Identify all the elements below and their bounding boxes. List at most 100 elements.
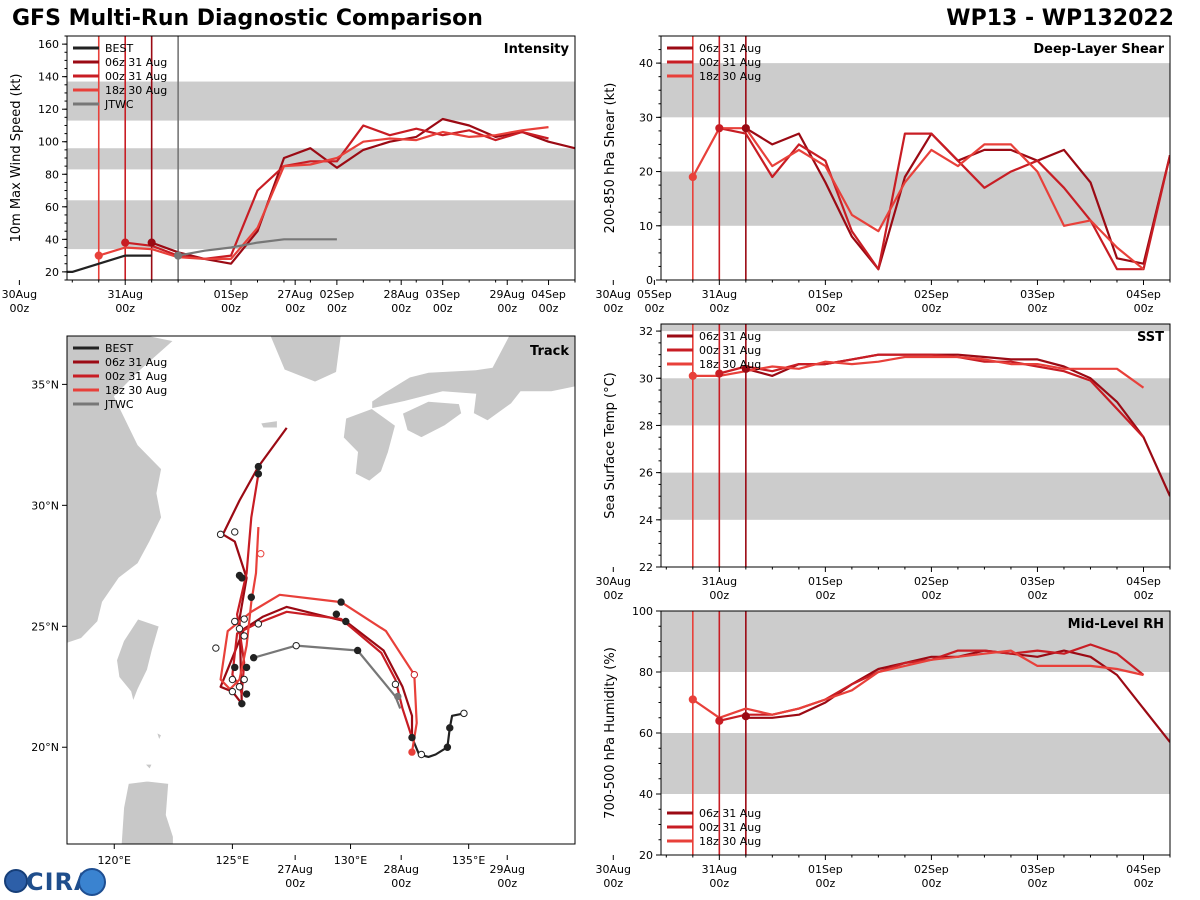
land-luzon <box>120 780 174 844</box>
series-line-r18z30 <box>692 649 1144 719</box>
x-tick-hour: 00z <box>603 302 623 315</box>
init-marker <box>174 251 183 260</box>
x-tick-hour: 00z <box>1028 589 1048 602</box>
panel-title: Intensity <box>504 42 570 57</box>
land-kyushu <box>342 408 396 482</box>
init-marker <box>121 238 130 247</box>
x-tick-hour: 00z <box>285 877 305 890</box>
x-tick-hour: 00z <box>1134 589 1154 602</box>
x-tick-hour: 00z <box>815 877 835 890</box>
track-position-dot <box>443 743 452 751</box>
y-tick-label: 10 <box>639 220 653 233</box>
init-marker <box>688 172 697 182</box>
legend-label: 18z 30 Aug <box>699 358 761 371</box>
x-tick-day: 31Aug <box>702 288 737 301</box>
track-position-dot <box>417 750 426 759</box>
plot-area <box>67 36 575 280</box>
init-marker <box>147 238 156 247</box>
legend-label: BEST <box>105 42 133 55</box>
shaded-band <box>661 472 1170 520</box>
legend-label: BEST <box>105 342 133 355</box>
y-tick-label: 60 <box>639 727 653 740</box>
x-tick-day: 30Aug <box>596 863 631 876</box>
track-position-dot <box>460 709 468 718</box>
y-tick-label: 32 <box>639 325 653 338</box>
page-title: GFS Multi-Run Diagnostic Comparison <box>12 6 483 31</box>
x-tick-day: 01Sep <box>808 575 843 588</box>
track-position-dot <box>235 625 244 633</box>
lat-tick-label: 30°N <box>31 499 59 512</box>
x-tick-hour: 00z <box>709 302 729 315</box>
lat-tick-label: 35°N <box>31 378 59 391</box>
x-tick-day: 04Sep <box>1126 863 1161 876</box>
y-tick-label: 80 <box>639 666 653 679</box>
series-line-r18z30 <box>692 355 1145 389</box>
y-tick-label: 160 <box>38 38 59 51</box>
y-tick-label: 20 <box>639 849 653 862</box>
x-tick-hour: 00z <box>497 877 517 890</box>
x-tick-hour: 00z <box>922 589 942 602</box>
x-tick-hour: 00z <box>115 302 135 315</box>
init-marker <box>715 124 724 133</box>
land-korea <box>222 336 342 383</box>
init-marker <box>715 716 724 725</box>
x-tick-hour: 00z <box>603 589 623 602</box>
x-tick-hour: 00z <box>1028 302 1048 315</box>
y-tick-label: 100 <box>632 605 653 618</box>
x-tick-hour: 00z <box>1028 877 1048 890</box>
x-tick-day: 03Sep <box>1020 288 1055 301</box>
track-position-dot <box>212 644 220 652</box>
series-line-r18z30 <box>98 126 549 260</box>
track-position-dot <box>247 593 255 601</box>
x-tick-day: 04Sep <box>1126 288 1161 301</box>
track-position-dot <box>257 550 265 558</box>
x-tick-day: 31Aug <box>107 288 142 301</box>
lon-tick-label: 130°E <box>334 854 367 867</box>
land-china-coast <box>67 336 175 644</box>
series-line-r00z31 <box>719 353 1145 438</box>
track-position-dot <box>240 615 248 623</box>
init-marker <box>741 712 750 721</box>
track-position-dot <box>391 680 400 689</box>
track-position-dot <box>342 617 350 626</box>
series-line-r18z30 <box>691 127 1145 271</box>
x-tick-day: 01Sep <box>808 863 843 876</box>
x-tick-hour: 00z <box>922 877 942 890</box>
x-tick-hour: 00z <box>1134 302 1154 315</box>
init-marker <box>688 371 697 381</box>
x-tick-day: 03Sep <box>425 288 460 301</box>
land-batanes <box>156 731 163 742</box>
legend-label: 18z 30 Aug <box>699 70 761 83</box>
storm-id-title: WP13 - WP132022 <box>946 6 1174 31</box>
x-tick-day: 30Aug <box>2 288 37 301</box>
panel-intensity: 2040608010012014016027Aug00z28Aug00z29Au… <box>2 35 672 315</box>
track-position-dot <box>228 687 237 696</box>
x-tick-hour: 00z <box>497 302 517 315</box>
x-tick-day: 28Aug <box>383 863 418 876</box>
x-tick-hour: 00z <box>709 589 729 602</box>
y-tick-label: 40 <box>639 57 653 70</box>
y-axis-label: 200-850 hPa Shear (kt) <box>603 83 618 234</box>
x-tick-hour: 00z <box>285 302 305 315</box>
ocean <box>67 336 575 844</box>
track-position-dot <box>408 733 416 742</box>
track-line-r00z31 <box>231 473 414 738</box>
legend-label: 06z 31 Aug <box>699 42 761 55</box>
panel-title: SST <box>1137 330 1164 345</box>
track-position-dot <box>353 646 362 655</box>
lat-tick-label: 25°N <box>31 620 59 633</box>
x-tick-hour: 00z <box>391 302 411 315</box>
map-area <box>67 336 575 844</box>
y-tick-label: 20 <box>45 266 59 279</box>
x-tick-hour: 00z <box>327 302 347 315</box>
panel-track: 120°E 125°E 130°E 135°E 20°N 25°N 30°N 35°N Trac… <box>31 335 576 867</box>
y-tick-label: 28 <box>639 419 653 432</box>
x-tick-hour: 00z <box>815 589 835 602</box>
legend-label: 06z 31 Aug <box>699 330 761 343</box>
panel-title: Deep-Layer Shear <box>1033 42 1164 57</box>
shaded-band <box>661 733 1170 794</box>
x-tick-hour: 00z <box>9 302 29 315</box>
track-position-dot <box>254 462 263 471</box>
y-tick-label: 20 <box>639 166 653 179</box>
track-position-dot <box>231 663 239 672</box>
